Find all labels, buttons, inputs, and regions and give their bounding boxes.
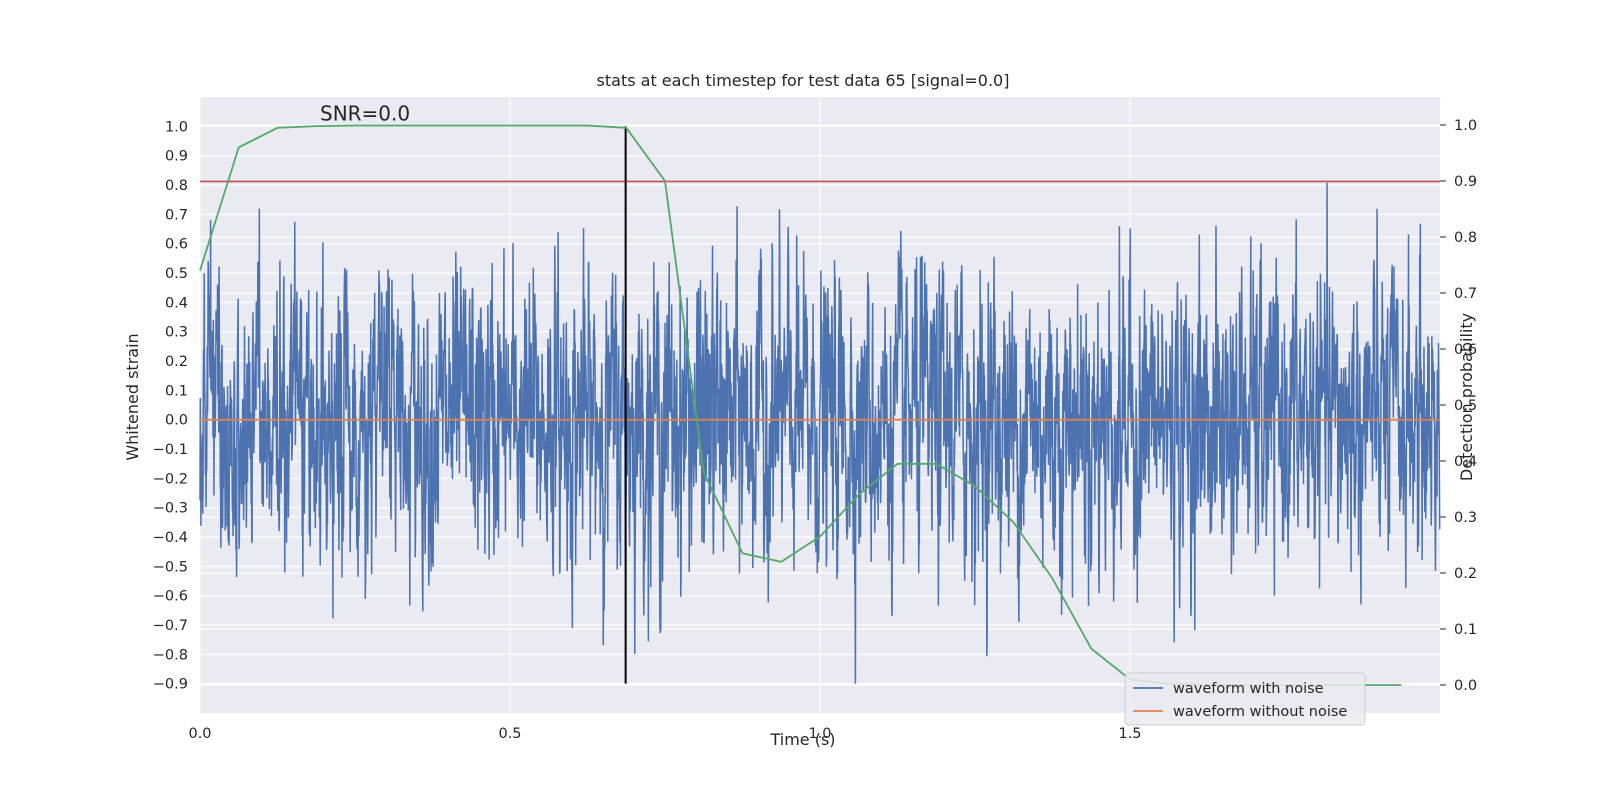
y-left-tick-label: −0.6 — [153, 589, 188, 605]
y-left-tick-label: −0.7 — [153, 618, 188, 634]
legend-label: waveform without noise — [1173, 704, 1347, 720]
y-left-tick-label: −0.2 — [153, 471, 188, 487]
y-left-tick-label: 0.2 — [165, 354, 188, 370]
y-left-tick-label: −0.1 — [153, 442, 188, 458]
y-left-tick-label: 0.4 — [165, 295, 188, 311]
y-left-tick-label: 0.6 — [165, 237, 188, 253]
legend-label: waveform with noise — [1173, 681, 1324, 697]
y-left-tick-label: 0.3 — [165, 325, 188, 341]
y-left-tick-label: 1.0 — [165, 119, 188, 135]
y-right-tick-label: 0.2 — [1454, 566, 1477, 582]
y-right-tick-label: 1.0 — [1454, 118, 1477, 134]
y-right-tick-label: 0.1 — [1454, 622, 1477, 638]
y-axis-left-label: Whitened strain — [123, 333, 142, 460]
plot-layer: 0.0 0.5 1.0 1.5 1.0 0.9 0.8 0.7 0.6 0.5 0.4 0.3 0.2 0… — [153, 97, 1477, 742]
y-left-tick-label: −0.8 — [153, 647, 188, 663]
y-right-tick-label: 0.0 — [1454, 678, 1477, 694]
y-left-tick-label: −0.4 — [153, 530, 188, 546]
y-right-tick-label: 0.7 — [1454, 286, 1477, 302]
y-right-tick-label: 0.3 — [1454, 510, 1477, 526]
y-right-tick-label: 0.5 — [1454, 398, 1477, 414]
series-waveform-with-noise — [199, 182, 1441, 684]
y-right-tick-label: 0.4 — [1454, 454, 1477, 470]
x-tick-label: 0.0 — [188, 726, 211, 742]
y-left-tick-label: 0.5 — [165, 266, 188, 282]
y-right-tick-label: 0.9 — [1454, 174, 1477, 190]
y-right-tick-label: 0.6 — [1454, 342, 1477, 358]
y-axis-right-label: Detection probability — [1457, 313, 1476, 481]
legend-box — [1124, 672, 1366, 726]
y-left-tick-label: 0.0 — [165, 413, 188, 429]
y-right-tick-label: 0.8 — [1454, 230, 1477, 246]
y-left-tick-label: −0.5 — [153, 559, 188, 575]
x-tick-label: 1.0 — [808, 726, 831, 742]
y-left-tick-label: 0.8 — [165, 178, 188, 194]
x-tick-label: 1.5 — [1118, 726, 1141, 742]
chart-title: stats at each timestep for test data 65 … — [597, 71, 1010, 90]
y-left-tick-label: −0.9 — [153, 677, 188, 693]
y-left-tick-label: 0.9 — [165, 149, 188, 165]
y-left-tick-label: 0.7 — [165, 207, 188, 223]
snr-annotation: SNR=0.0 — [320, 102, 410, 126]
y-left-tick-label: −0.3 — [153, 501, 188, 517]
x-axis-label: Time (s) — [769, 730, 835, 749]
y-left-tick-label: 0.1 — [165, 383, 188, 399]
legend: waveform with noise waveform without nois… — [1124, 672, 1366, 726]
x-tick-label: 0.5 — [498, 726, 521, 742]
